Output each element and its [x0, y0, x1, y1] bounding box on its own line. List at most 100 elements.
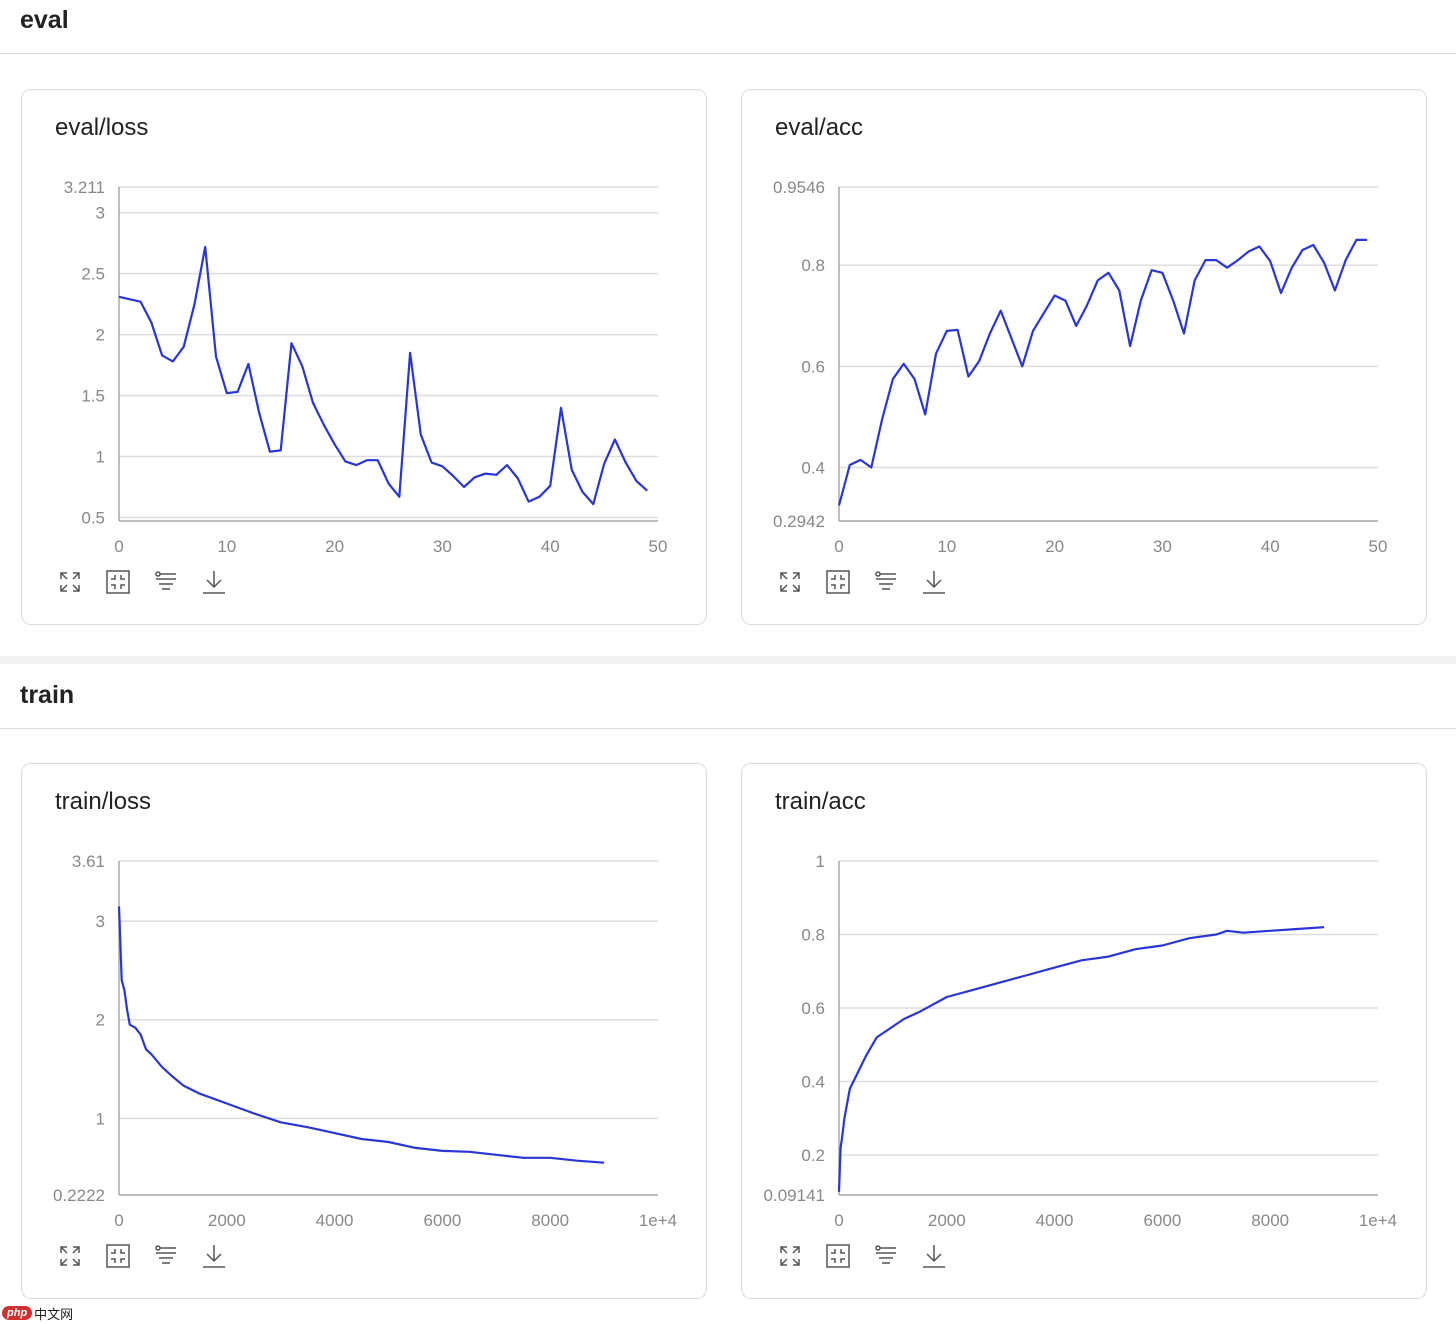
chart-card-eval-loss: eval/loss 0.5 1 1.5 2 2.5 3 3.211 0 10 20 30 40 50: [21, 89, 707, 625]
section-header-eval[interactable]: eval: [0, 0, 1456, 54]
expand-icon: [780, 1246, 800, 1266]
chart-card-train-acc: train/acc 0.09141 0.2 0.4 0.6 0.8 1 0 2000 4000 6…: [741, 763, 1427, 1299]
y-tick-label: 0.2942: [773, 512, 825, 531]
filter-button[interactable]: [870, 566, 902, 598]
fit-view-button[interactable]: [102, 566, 134, 598]
download-icon: [923, 571, 945, 594]
y-tick-label: 0.8: [801, 926, 825, 945]
chart-title: train/loss: [55, 788, 152, 815]
y-tick-label: 0.4: [801, 1073, 825, 1092]
x-tick-label: 0: [114, 537, 123, 556]
expand-button[interactable]: [54, 566, 86, 598]
download-button[interactable]: [198, 566, 230, 598]
expand-icon: [780, 572, 800, 592]
download-icon: [203, 1245, 225, 1268]
section-header-train[interactable]: train: [0, 675, 1456, 729]
x-tick-label: 10: [937, 537, 956, 556]
chart-toolbar: [54, 566, 230, 598]
expand-icon: [60, 1246, 80, 1266]
x-tick-label: 8000: [531, 1211, 569, 1230]
x-tick-label: 4000: [316, 1211, 354, 1230]
chart-card-eval-acc: eval/acc 0.2942 0.4 0.6 0.8 0.9546 0 10 20 30 40 5…: [741, 89, 1427, 625]
x-tick-label: 8000: [1251, 1211, 1289, 1230]
x-tick-label: 20: [1045, 537, 1064, 556]
fit-view-button[interactable]: [822, 1240, 854, 1272]
chart-title: train/acc: [775, 788, 866, 815]
y-tick-label: 0.2: [801, 1146, 825, 1165]
filter-icon: [875, 571, 896, 590]
x-tick-label: 6000: [423, 1211, 461, 1230]
expand-icon: [60, 572, 80, 592]
y-tick-label: 0.6: [801, 357, 825, 376]
x-tick-label: 50: [1369, 537, 1388, 556]
x-tick-label: 20: [325, 537, 344, 556]
x-tick-label: 6000: [1143, 1211, 1181, 1230]
y-tick-label: 1.5: [81, 387, 105, 406]
series-line[interactable]: [837, 926, 1325, 1192]
chart-plot[interactable]: 0.5 1 1.5 2 2.5 3 3.211 0 10 20 30 40 50: [22, 90, 708, 566]
section-title: train: [20, 681, 75, 709]
y-tick-label: 0.9546: [773, 178, 825, 197]
x-tick-label: 30: [1153, 537, 1172, 556]
chart-plot[interactable]: 0.2222 1 2 3 3.61 0 2000 4000 6000 8000 1e+4: [22, 764, 708, 1240]
y-tick-label: 2: [96, 326, 105, 345]
y-tick-label: 3.61: [72, 852, 105, 871]
y-tick-label: 2: [96, 1011, 105, 1030]
x-tick-label: 0: [114, 1211, 123, 1230]
fit-view-icon: [826, 1244, 850, 1268]
y-tick-label: 0.5: [81, 508, 105, 527]
x-tick-label: 2000: [928, 1211, 966, 1230]
series-line[interactable]: [117, 906, 605, 1164]
expand-button[interactable]: [774, 566, 806, 598]
filter-icon: [155, 1245, 176, 1264]
filter-button[interactable]: [870, 1240, 902, 1272]
watermark-logo: php: [2, 1306, 33, 1320]
x-tick-label: 40: [541, 537, 560, 556]
filter-icon: [875, 1245, 896, 1264]
download-button[interactable]: [918, 566, 950, 598]
fit-view-button[interactable]: [102, 1240, 134, 1272]
site-watermark: php 中文网: [2, 1303, 73, 1323]
section-title: eval: [20, 6, 69, 34]
expand-button[interactable]: [54, 1240, 86, 1272]
chart-plot[interactable]: 0.09141 0.2 0.4 0.6 0.8 1 0 2000 4000 6000 8000 1e+…: [742, 764, 1428, 1240]
chart-toolbar: [774, 566, 950, 598]
x-tick-label: 50: [649, 537, 668, 556]
y-tick-label: 3.211: [64, 178, 105, 197]
x-tick-label: 0: [834, 537, 843, 556]
chart-plot[interactable]: 0.2942 0.4 0.6 0.8 0.9546 0 10 20 30 40 50: [742, 90, 1428, 566]
fit-view-icon: [106, 570, 130, 594]
download-button[interactable]: [198, 1240, 230, 1272]
expand-button[interactable]: [774, 1240, 806, 1272]
x-tick-label: 4000: [1036, 1211, 1074, 1230]
chart-title: eval/acc: [775, 114, 864, 141]
chart-title: eval/loss: [55, 114, 149, 141]
y-tick-label: 3: [96, 204, 105, 223]
filter-button[interactable]: [150, 566, 182, 598]
series-line[interactable]: [837, 238, 1368, 506]
filter-icon: [155, 571, 176, 590]
filter-button[interactable]: [150, 1240, 182, 1272]
y-tick-label: 0.09141: [764, 1186, 825, 1205]
chart-toolbar: [774, 1240, 950, 1272]
x-tick-label: 1e+4: [639, 1211, 677, 1230]
x-tick-label: 0: [834, 1211, 843, 1230]
fit-view-button[interactable]: [822, 566, 854, 598]
chart-toolbar: [54, 1240, 230, 1272]
series-line[interactable]: [118, 245, 648, 506]
x-tick-label: 10: [217, 537, 236, 556]
x-tick-label: 30: [433, 537, 452, 556]
chart-card-train-loss: train/loss 0.2222 1 2 3 3.61 0 2000 4000 6000 800…: [21, 763, 707, 1299]
x-tick-label: 40: [1261, 537, 1280, 556]
download-icon: [923, 1245, 945, 1268]
fit-view-icon: [826, 570, 850, 594]
download-button[interactable]: [918, 1240, 950, 1272]
x-tick-label: 2000: [208, 1211, 246, 1230]
y-tick-label: 1: [96, 448, 105, 467]
y-tick-label: 3: [96, 912, 105, 931]
y-tick-label: 0.6: [801, 999, 825, 1018]
x-tick-label: 1e+4: [1359, 1211, 1397, 1230]
y-tick-label: 0.2222: [53, 1186, 105, 1205]
y-tick-label: 0.8: [801, 256, 825, 275]
watermark-text: 中文网: [34, 1306, 74, 1322]
